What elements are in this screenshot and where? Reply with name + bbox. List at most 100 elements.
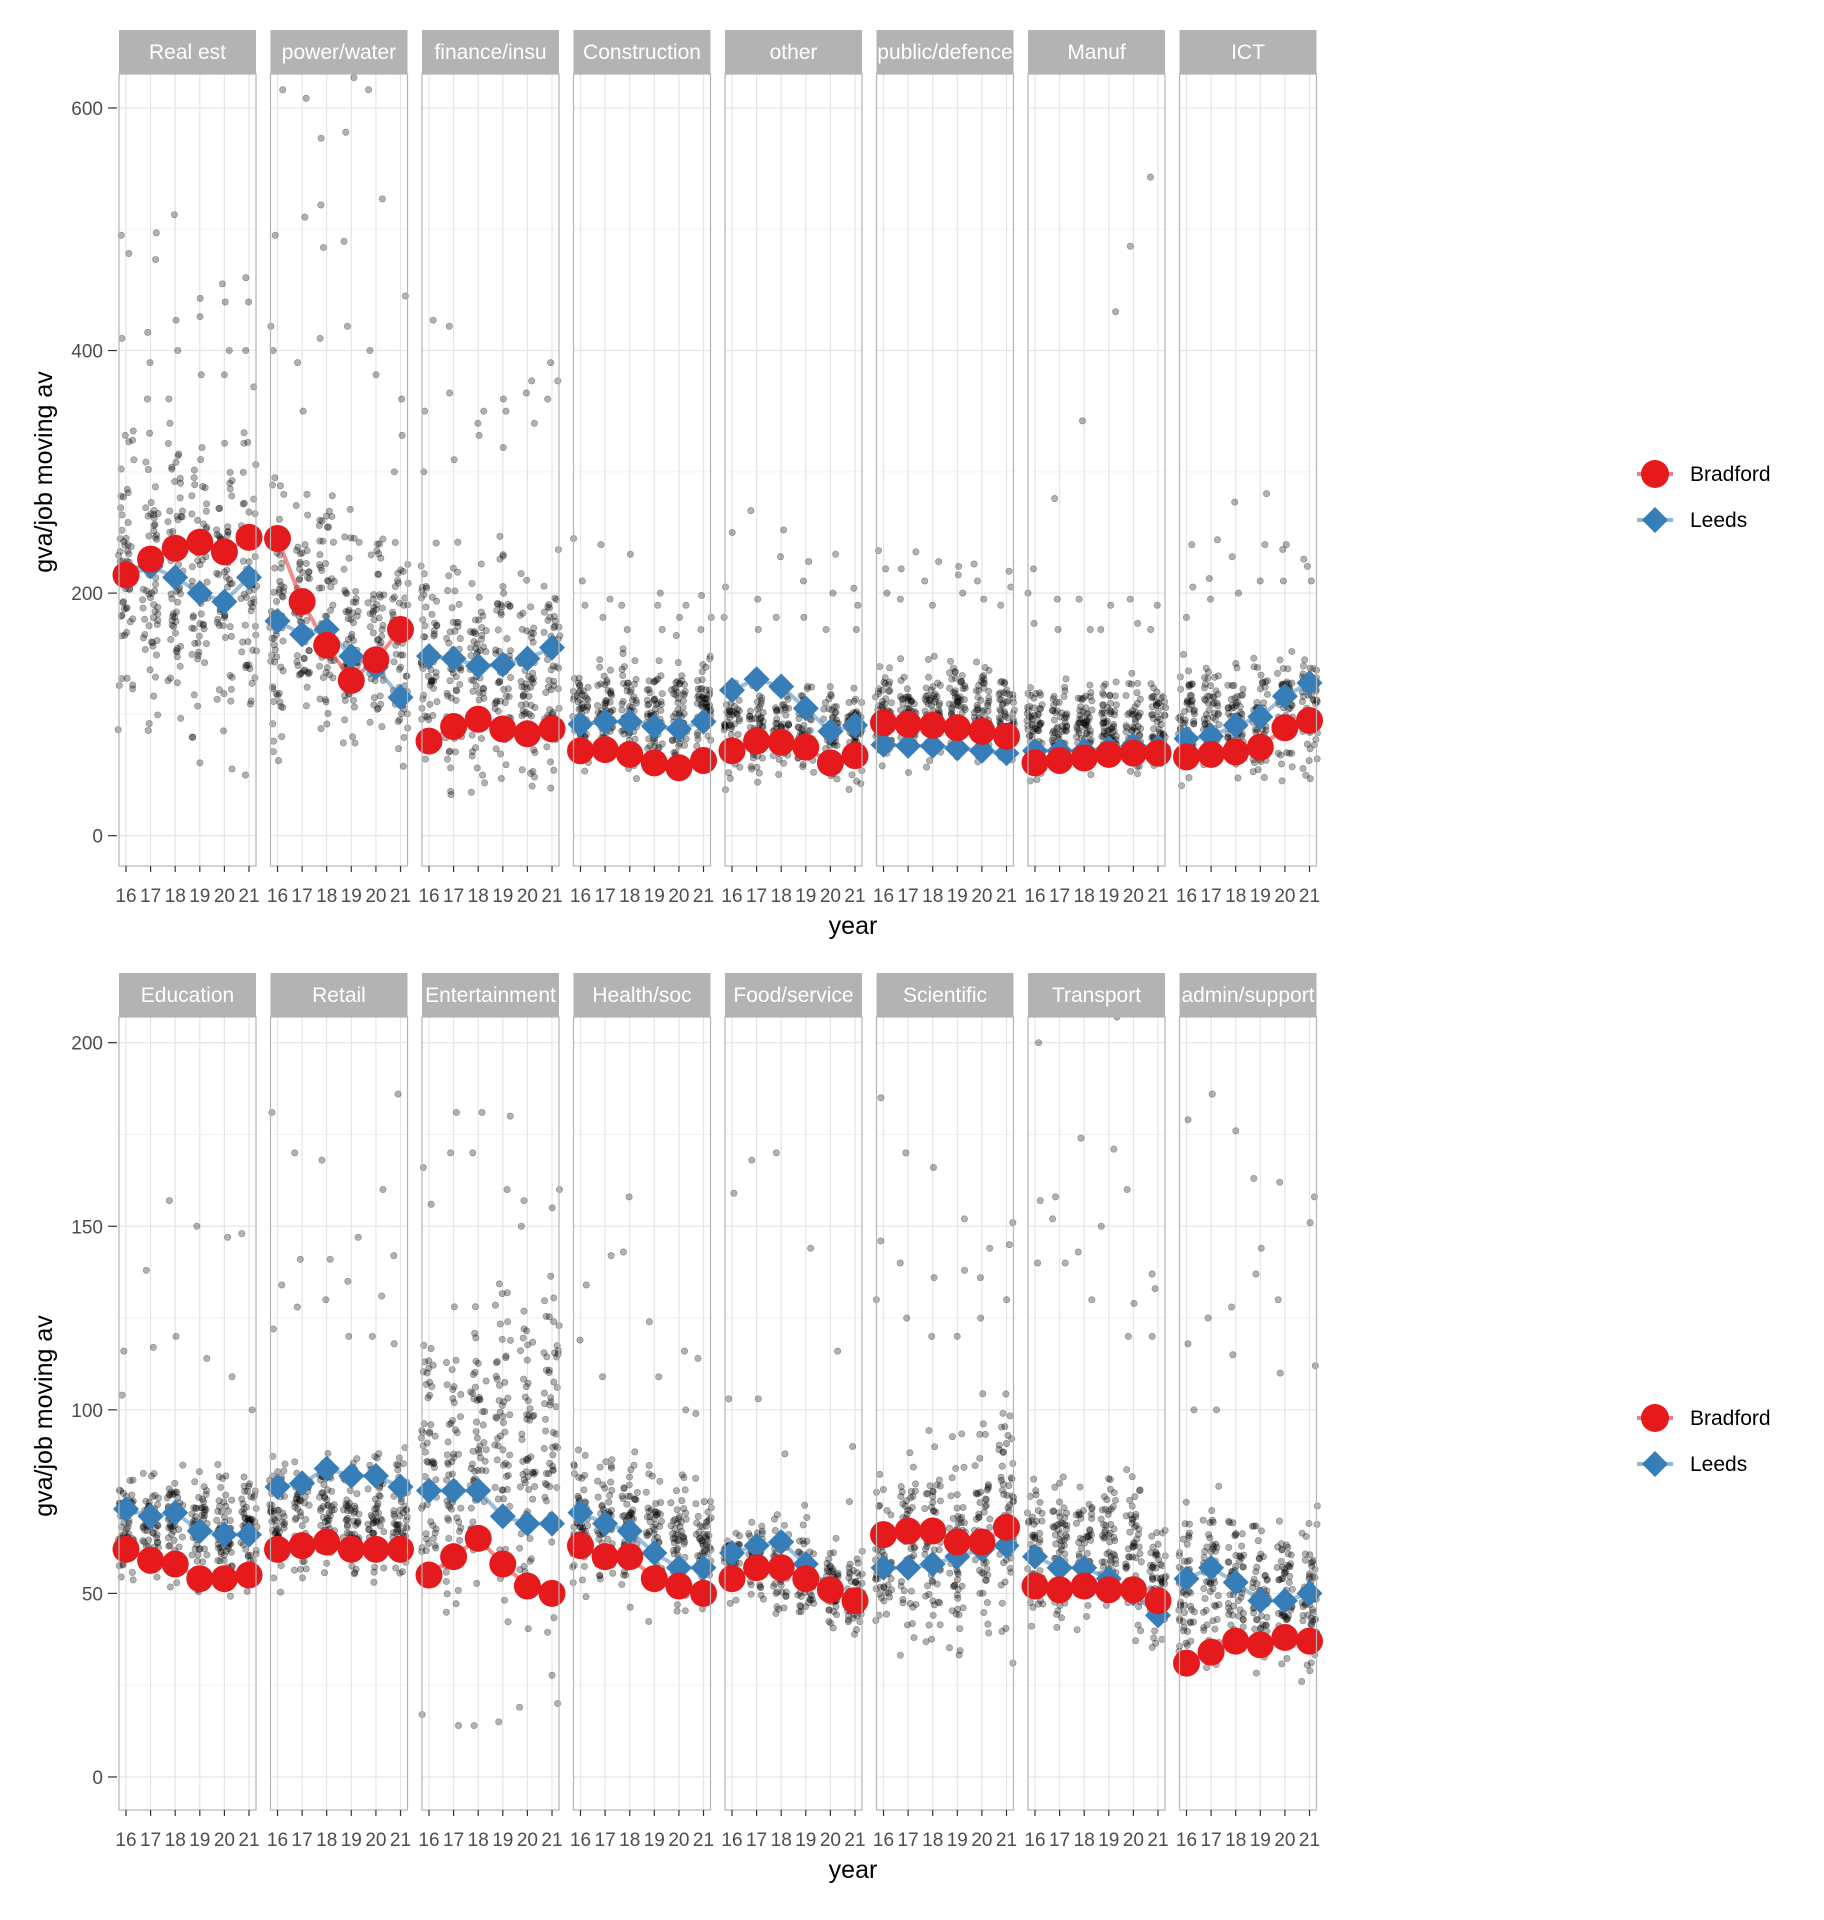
scatter-point (675, 742, 683, 750)
scatter-point (936, 681, 944, 689)
bradford-point (464, 705, 492, 733)
scatter-point (1087, 771, 1095, 779)
scatter-point (179, 1461, 187, 1469)
scatter-point (376, 540, 384, 548)
scatter-point (450, 1450, 458, 1458)
scatter-point (1153, 601, 1161, 609)
scatter-point (120, 598, 128, 606)
scatter-point (154, 610, 162, 618)
scatter-point (626, 1492, 634, 1500)
scatter-point (706, 690, 714, 698)
scatter-point (550, 1294, 558, 1302)
scatter-point (443, 1590, 451, 1598)
scatter-point (528, 676, 536, 684)
scatter-point (391, 583, 399, 591)
scatter-point (541, 1415, 549, 1423)
scatter-point (126, 618, 134, 626)
scatter-point (852, 625, 860, 633)
scatter-point (570, 1561, 578, 1569)
scatter-point (369, 607, 377, 615)
scatter-point (1234, 774, 1242, 782)
scatter-point (544, 683, 552, 691)
scatter-point (452, 1108, 460, 1116)
scatter-point (447, 1149, 455, 1157)
scatter-point (269, 1325, 277, 1333)
scatter-point (598, 1373, 606, 1381)
scatter-point (632, 1496, 640, 1504)
scatter-point (394, 1466, 402, 1474)
scatter-point (319, 243, 327, 251)
scatter-point (445, 748, 453, 756)
scatter-point (653, 1511, 661, 1519)
scatter-point (432, 669, 440, 677)
scatter-point (370, 603, 378, 611)
bradford-point (440, 1543, 468, 1571)
scatter-point (1077, 695, 1085, 703)
scatter-point (596, 1571, 604, 1579)
scatter-point (1260, 773, 1268, 781)
scatter-point (213, 531, 221, 539)
scatter-point (629, 696, 637, 704)
scatter-point (1263, 690, 1271, 698)
scatter-point (527, 603, 535, 611)
bradford-point (538, 1579, 566, 1607)
scatter-point (1133, 689, 1141, 697)
scatter-point (318, 584, 326, 592)
scatter-point (468, 580, 476, 588)
bradford-point (1173, 743, 1200, 771)
scatter-point (228, 580, 236, 588)
scatter-point (128, 1568, 136, 1576)
scatter-point (540, 1349, 548, 1357)
scatter-point (1190, 720, 1198, 728)
scatter-point (623, 625, 631, 633)
scatter-point (448, 604, 456, 612)
scatter-point (657, 706, 665, 714)
scatter-point (682, 601, 690, 609)
x-tick-label: 17 (140, 1830, 161, 1851)
scatter-point (597, 541, 605, 549)
scatter-point (323, 523, 331, 531)
bradford-point (513, 1572, 541, 1600)
scatter-point (673, 1607, 681, 1615)
scatter-point (550, 1378, 558, 1386)
scatter-point (316, 695, 324, 703)
scatter-point (1088, 706, 1096, 714)
scatter-point (644, 1531, 652, 1539)
scatter-point (527, 712, 535, 720)
scatter-point (584, 683, 592, 691)
scatter-point (446, 677, 454, 685)
scatter-point (678, 1497, 686, 1505)
scatter-point (657, 672, 665, 680)
scatter-point (810, 1599, 818, 1607)
scatter-point (390, 1252, 398, 1260)
scatter-point (249, 646, 257, 654)
scatter-point (957, 703, 965, 711)
bradford-point (235, 1561, 263, 1589)
scatter-point (227, 697, 235, 705)
x-tick-label: 20 (517, 886, 538, 907)
scatter-point (377, 554, 385, 562)
x-tick-label: 17 (898, 886, 919, 907)
scatter-point (682, 1406, 690, 1414)
scatter-point (633, 1489, 641, 1497)
bradford-point (718, 737, 746, 765)
scatter-point (680, 697, 688, 705)
scatter-point (342, 608, 350, 616)
scatter-point (754, 1395, 762, 1403)
scatter-point (352, 587, 360, 595)
scatter-point (444, 692, 452, 700)
scatter-point (242, 347, 250, 355)
scatter-point (1150, 692, 1158, 700)
scatter-point (316, 662, 324, 670)
scatter-point (467, 652, 475, 660)
scatter-point (142, 504, 150, 512)
scatter-point (516, 1483, 524, 1491)
scatter-point (321, 696, 329, 704)
scatter-point (469, 629, 477, 637)
scatter-point (451, 587, 459, 595)
bradford-point (1070, 744, 1098, 772)
scatter-point (491, 1301, 499, 1309)
scatter-point (520, 1325, 528, 1333)
scatter-point (444, 587, 452, 595)
scatter-point (177, 513, 185, 521)
